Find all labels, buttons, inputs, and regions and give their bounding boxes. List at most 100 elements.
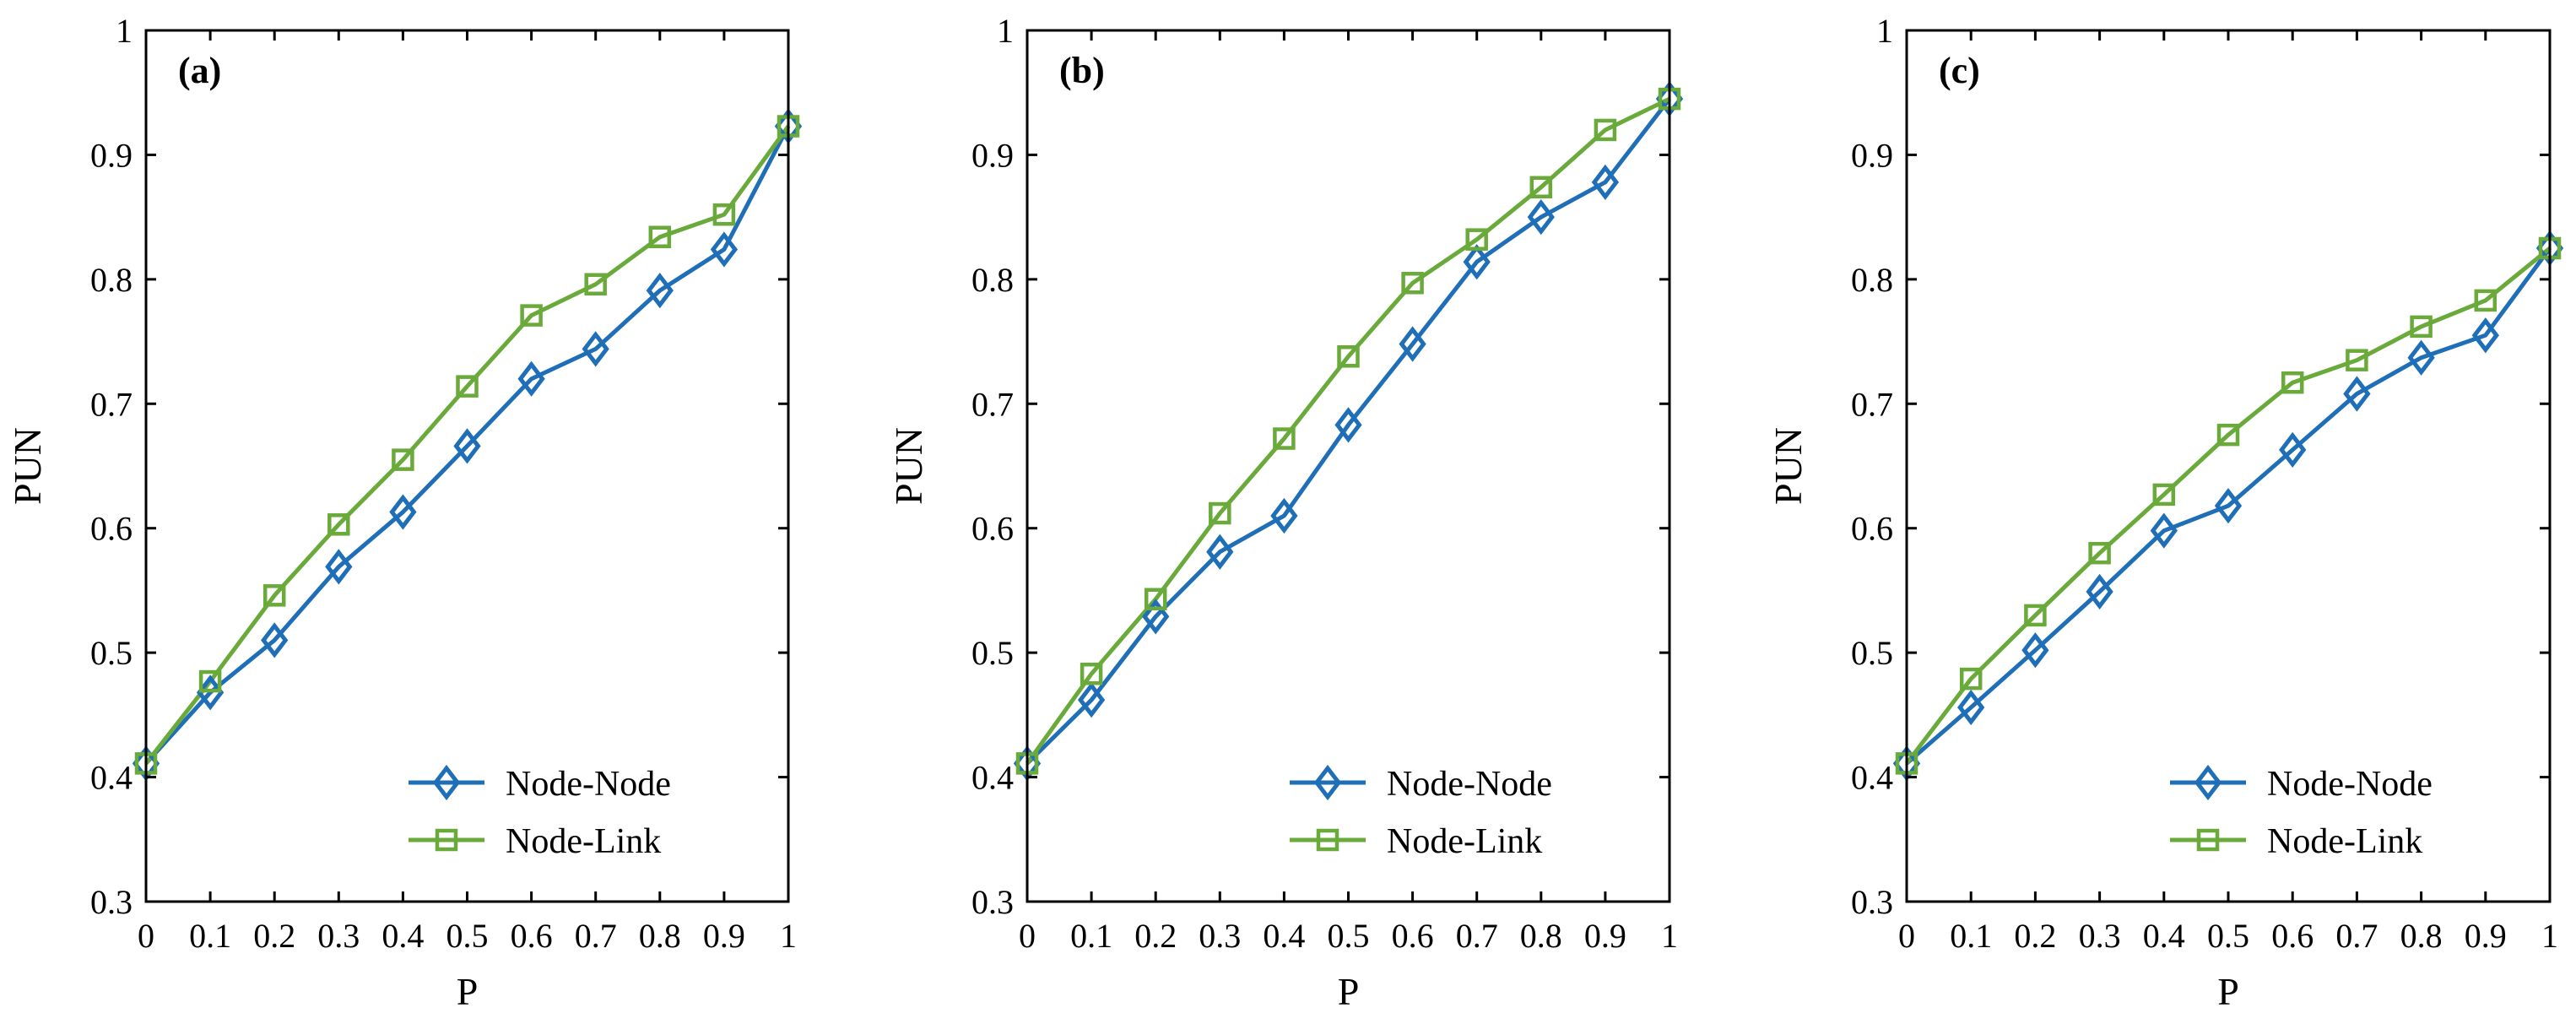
x-tick-label: 0.4 — [2143, 917, 2185, 955]
data-point-node-node — [453, 428, 481, 464]
data-point-node-node — [2214, 488, 2243, 524]
data-point-node-link — [1594, 118, 1617, 142]
data-point-node-link — [1273, 427, 1296, 450]
data-point-node-link — [2410, 315, 2433, 339]
data-point-node-link — [1529, 176, 1553, 199]
legend-marker-node-node — [432, 764, 461, 801]
legend-marker-node-link — [2196, 828, 2220, 852]
chart-panel-3: 0 0.1 0.2 0.3 0.4 0.5 0.6 0.7 0.8 0.9 1 0.3 0.4 0.5 0.… — [1767, 12, 2564, 1013]
y-tick-label: 0.7 — [90, 385, 133, 423]
y-tick-label: 0.9 — [1851, 136, 1893, 174]
data-point-node-link — [712, 203, 736, 226]
data-point-node-node — [1591, 164, 1620, 200]
x-tick-label: 0.1 — [1950, 917, 1992, 955]
y-tick-label: 0.3 — [90, 883, 133, 921]
data-point-node-node — [710, 231, 739, 268]
x-axis-label: P — [457, 970, 479, 1013]
data-point-node-link — [2088, 541, 2111, 565]
x-tick-label: 0.6 — [511, 917, 553, 955]
x-tick-label: 0.9 — [1584, 917, 1626, 955]
panel-label: (b) — [1059, 50, 1105, 91]
data-point-node-node — [1957, 689, 1985, 726]
y-tick-label: 1 — [116, 12, 133, 50]
y-axis-label: PUN — [887, 427, 930, 505]
data-point-node-link — [1465, 228, 1488, 251]
x-tick-label: 0.5 — [2207, 917, 2249, 955]
x-tick-label: 0.8 — [2400, 917, 2443, 955]
y-tick-label: 0.6 — [971, 510, 1014, 548]
data-point-node-node — [517, 360, 545, 397]
x-tick-label: 0.3 — [317, 917, 360, 955]
data-point-node-link — [520, 304, 543, 327]
x-tick-label: 0.5 — [446, 917, 489, 955]
y-axis-label: PUN — [1767, 427, 1810, 505]
y-tick-label: 0.9 — [90, 136, 133, 174]
x-tick-label: 0 — [138, 917, 154, 955]
y-tick-label: 0.6 — [1851, 510, 1893, 548]
y-tick-label: 0.7 — [1851, 385, 1893, 423]
data-point-node-link — [1401, 272, 1424, 295]
y-tick-label: 0.7 — [971, 385, 1014, 423]
legend-label-node-link: Node-Link — [506, 822, 661, 861]
data-point-node-link — [2281, 371, 2304, 394]
data-point-node-node — [1463, 244, 1491, 280]
data-point-node-link — [1209, 501, 1231, 525]
data-point-node-node — [325, 549, 353, 585]
data-point-node-node — [389, 494, 417, 530]
panel-label: (c) — [1939, 50, 1980, 91]
data-point-node-node — [2471, 317, 2499, 354]
x-tick-label: 0.4 — [1263, 917, 1305, 955]
data-point-node-link — [2474, 289, 2498, 312]
data-point-node-node — [2021, 632, 2049, 669]
legend-label-node-node: Node-Node — [506, 765, 671, 804]
x-tick-label: 0.1 — [189, 917, 231, 955]
data-point-node-link — [648, 225, 672, 248]
series-line-node-link — [1905, 247, 2552, 765]
data-point-node-node — [1077, 682, 1106, 718]
series-line-node-node — [1026, 97, 1671, 766]
data-point-node-node — [1270, 497, 1298, 534]
legend-label-node-link: Node-Link — [1387, 822, 1542, 861]
legend-marker-node-node — [2194, 764, 2222, 801]
data-point-node-node — [1399, 326, 1426, 362]
x-tick-label: 0.2 — [2014, 917, 2056, 955]
x-tick-label: 0.5 — [1328, 917, 1370, 955]
chart-panel-1: 0 0.1 0.2 0.3 0.4 0.5 0.6 0.7 0.8 0.9 1 0.3 0.4 0.5 0.… — [6, 12, 803, 1013]
data-point-node-node — [261, 622, 289, 658]
data-point-node-link — [392, 448, 414, 471]
data-point-node-link — [584, 273, 607, 296]
x-tick-label: 0.6 — [1392, 917, 1434, 955]
data-point-node-link — [2346, 349, 2368, 371]
data-point-node-node — [1206, 534, 1234, 570]
x-tick-label: 0.3 — [2079, 917, 2121, 955]
x-tick-label: 0.8 — [639, 917, 681, 955]
x-tick-label: 0.1 — [1070, 917, 1112, 955]
data-point-node-node — [2407, 339, 2435, 376]
x-tick-label: 1 — [2541, 917, 2558, 955]
x-tick-label: 0.6 — [2271, 917, 2314, 955]
data-point-node-link — [198, 669, 222, 693]
data-point-node-node — [2086, 573, 2113, 610]
x-tick-label: 0.7 — [2335, 917, 2378, 955]
y-tick-label: 0.4 — [90, 759, 133, 797]
x-tick-label: 0 — [1898, 917, 1915, 955]
data-point-node-node — [2150, 512, 2178, 549]
data-point-node-link — [2024, 604, 2047, 627]
x-tick-label: 0.2 — [253, 917, 295, 955]
y-tick-label: 0.6 — [90, 510, 133, 548]
data-point-node-link — [2152, 483, 2176, 507]
y-tick-label: 0.8 — [90, 261, 133, 299]
data-point-node-link — [1959, 667, 1983, 691]
y-tick-label: 0.8 — [971, 261, 1014, 299]
x-tick-label: 0.9 — [2465, 917, 2507, 955]
x-tick-label: 0.8 — [1520, 917, 1562, 955]
x-tick-label: 0.3 — [1199, 917, 1241, 955]
x-tick-label: 1 — [780, 917, 797, 955]
data-point-node-node — [196, 675, 225, 711]
series-line-node-link — [144, 125, 791, 765]
y-tick-label: 0.3 — [971, 883, 1014, 921]
series-line-node-node — [1905, 247, 2552, 766]
x-tick-label: 0.9 — [703, 917, 745, 955]
series-line-node-link — [1025, 96, 1671, 765]
y-tick-label: 1 — [997, 12, 1014, 50]
